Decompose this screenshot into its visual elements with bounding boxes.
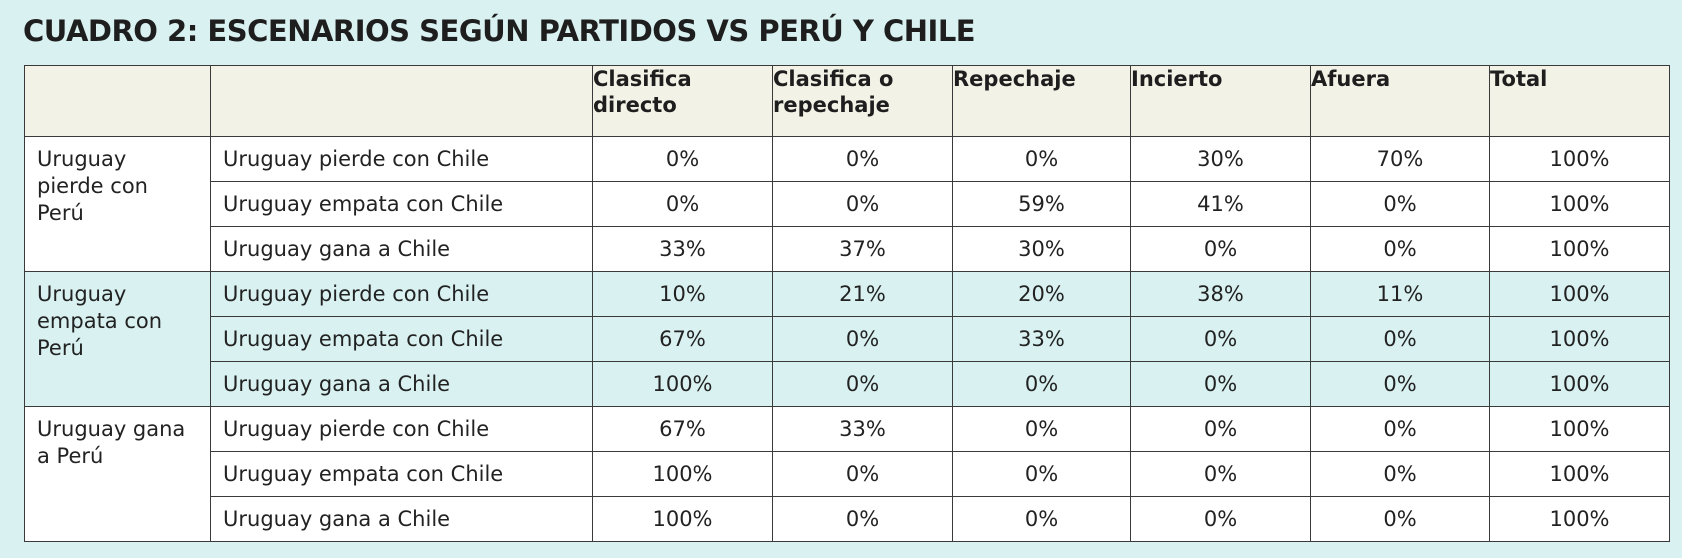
- value-cell: 0%: [1130, 451, 1311, 497]
- value-cell: 100%: [1489, 271, 1670, 317]
- table-row: Uruguay gana a Chile 33% 37% 30% 0% 0% 1…: [25, 226, 1670, 272]
- value-cell: 100%: [1489, 496, 1670, 542]
- value-cell: 59%: [952, 181, 1131, 227]
- value-cell: 0%: [772, 136, 953, 182]
- value-cell: 0%: [1130, 406, 1311, 452]
- scenario-label: Uruguay pierde con Chile: [210, 406, 593, 452]
- value-cell: 33%: [592, 226, 773, 272]
- header-clasifica-o-repechaje: Clasifica o repechaje: [772, 65, 953, 137]
- value-cell: 0%: [1310, 316, 1490, 362]
- header-incierto: Incierto: [1130, 65, 1311, 137]
- header-afuera: Afuera: [1310, 65, 1490, 137]
- table-row: Uruguay empata con Chile 67% 0% 33% 0% 0…: [25, 316, 1670, 362]
- table-row: Uruguay gana a Perú Uruguay pierde con C…: [24, 406, 1670, 542]
- value-cell: 33%: [952, 316, 1131, 362]
- value-cell: 41%: [1130, 181, 1311, 227]
- value-cell: 30%: [952, 226, 1131, 272]
- value-cell: 0%: [1310, 361, 1490, 407]
- group-label-pierde-peru: Uruguay pierde con Perú: [24, 136, 211, 272]
- header-clasifica-directo: Clasifica directo: [592, 65, 773, 137]
- table-title: CUADRO 2: ESCENARIOS SEGÚN PARTIDOS VS P…: [23, 14, 976, 48]
- table-row: Uruguay empata con Perú Uruguay pierde c…: [24, 271, 1670, 407]
- table-row: Uruguay empata con Chile 0% 0% 59% 41% 0…: [25, 181, 1670, 227]
- value-cell: 0%: [1310, 181, 1490, 227]
- value-cell: 100%: [1489, 361, 1670, 407]
- value-cell: 0%: [1130, 316, 1311, 362]
- value-cell: 0%: [952, 361, 1131, 407]
- value-cell: 100%: [1489, 226, 1670, 272]
- value-cell: 38%: [1130, 271, 1311, 317]
- value-cell: 100%: [592, 361, 773, 407]
- header-cell-empty-scenario: [210, 65, 593, 137]
- header-cell-empty-group: [24, 65, 211, 137]
- value-cell: 0%: [952, 451, 1131, 497]
- table-row: Uruguay pierde con Perú Uruguay pierde c…: [24, 136, 1670, 272]
- value-cell: 0%: [952, 406, 1131, 452]
- scenario-label: Uruguay empata con Chile: [210, 451, 593, 497]
- value-cell: 0%: [772, 316, 953, 362]
- value-cell: 0%: [772, 181, 953, 227]
- value-cell: 100%: [592, 451, 773, 497]
- value-cell: 0%: [1310, 451, 1490, 497]
- value-cell: 11%: [1310, 271, 1490, 317]
- value-cell: 0%: [1310, 496, 1490, 542]
- value-cell: 10%: [592, 271, 773, 317]
- scenarios-table: Clasifica directo Clasifica o repechaje …: [24, 65, 1670, 542]
- value-cell: 30%: [1130, 136, 1311, 182]
- value-cell: 67%: [592, 406, 773, 452]
- value-cell: 0%: [772, 496, 953, 542]
- header-row: Clasifica directo Clasifica o repechaje …: [24, 65, 1670, 137]
- value-cell: 100%: [1489, 181, 1670, 227]
- scenario-label: Uruguay empata con Chile: [210, 181, 593, 227]
- header-repechaje: Repechaje: [952, 65, 1131, 137]
- table-row: Uruguay empata con Chile 100% 0% 0% 0% 0…: [25, 451, 1670, 497]
- value-cell: 100%: [1489, 406, 1670, 452]
- value-cell: 0%: [952, 136, 1131, 182]
- value-cell: 0%: [772, 451, 953, 497]
- value-cell: 20%: [952, 271, 1131, 317]
- scenario-label: Uruguay gana a Chile: [210, 361, 593, 407]
- scenario-label: Uruguay pierde con Chile: [210, 271, 593, 317]
- scenario-label: Uruguay empata con Chile: [210, 316, 593, 362]
- value-cell: 0%: [772, 361, 953, 407]
- value-cell: 0%: [1130, 226, 1311, 272]
- group-label-empata-peru: Uruguay empata con Perú: [24, 271, 211, 407]
- value-cell: 0%: [592, 136, 773, 182]
- group-label-gana-peru: Uruguay gana a Perú: [24, 406, 211, 542]
- value-cell: 37%: [772, 226, 953, 272]
- value-cell: 0%: [592, 181, 773, 227]
- header-total: Total: [1489, 65, 1670, 137]
- value-cell: 67%: [592, 316, 773, 362]
- value-cell: 0%: [1130, 361, 1311, 407]
- value-cell: 0%: [1130, 496, 1311, 542]
- scenario-label: Uruguay gana a Chile: [210, 226, 593, 272]
- value-cell: 0%: [1310, 226, 1490, 272]
- value-cell: 100%: [1489, 316, 1670, 362]
- value-cell: 33%: [772, 406, 953, 452]
- value-cell: 0%: [952, 496, 1131, 542]
- scenario-label: Uruguay gana a Chile: [210, 496, 593, 542]
- value-cell: 100%: [1489, 136, 1670, 182]
- value-cell: 100%: [592, 496, 773, 542]
- value-cell: 70%: [1310, 136, 1490, 182]
- table-row: Uruguay gana a Chile 100% 0% 0% 0% 0% 10…: [25, 361, 1670, 407]
- value-cell: 0%: [1310, 406, 1490, 452]
- scenario-label: Uruguay pierde con Chile: [210, 136, 593, 182]
- table-row: Uruguay gana a Chile 100% 0% 0% 0% 0% 10…: [25, 496, 1670, 542]
- value-cell: 21%: [772, 271, 953, 317]
- value-cell: 100%: [1489, 451, 1670, 497]
